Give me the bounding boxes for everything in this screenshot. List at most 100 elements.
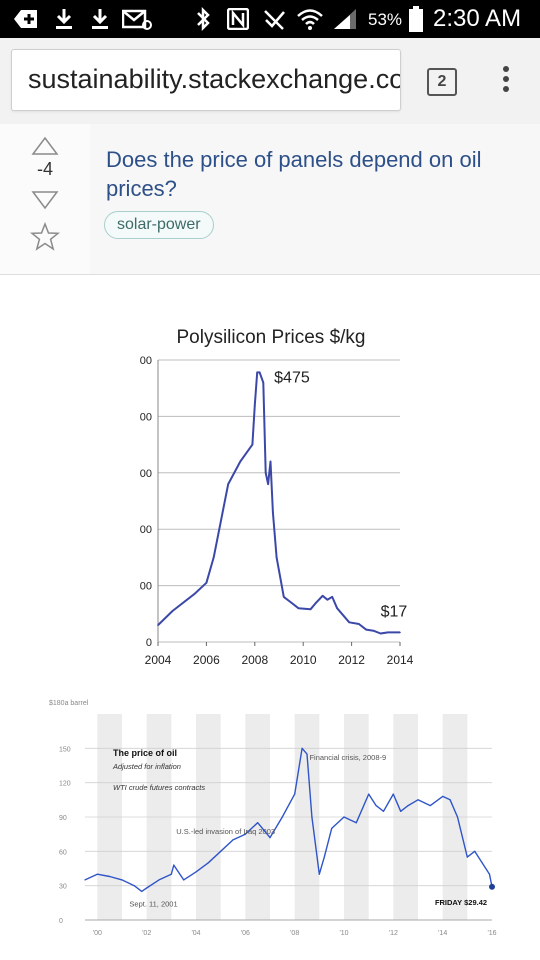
y-tick-label: 0 [146,637,152,649]
annotation-label: Sept. 11, 2001 [129,899,177,908]
status-bar: 53% 2:30 AM [0,0,540,38]
tab-switcher-button[interactable]: 2 [427,68,457,96]
data-point [232,839,234,841]
data-point [336,607,338,609]
data-point [331,827,333,830]
x-tick-label: 2006 [193,653,220,667]
x-tick-label: 2010 [290,653,317,667]
x-tick-label: '16 [487,930,496,937]
bluetooth-icon [193,7,213,31]
annotation-label: $475 [274,370,310,387]
data-point [481,862,483,864]
signal-icon [331,7,359,31]
x-tick-label: '06 [241,930,250,937]
polysilicon-price-chart: Polysilicon Prices $/kg 0 100 200 300 400 500 2… [140,327,414,667]
x-tick-label: '02 [142,930,151,937]
download-icon [52,7,76,31]
data-point [474,850,476,852]
data-point [294,793,296,795]
y-tick-label: 120 [59,781,71,788]
data-point [417,799,419,801]
oil-chart-subtitle: Adjusted for inflation [112,762,181,771]
nfc-icon [226,7,250,31]
data-point [343,816,345,818]
data-point [133,885,135,887]
data-point [456,816,459,818]
annotation-label: Financial crisis, 2008-9 [309,753,386,762]
data-point [387,631,389,634]
data-point [121,879,123,881]
data-point [275,556,278,559]
x-tick-label: '04 [191,930,200,937]
address-bar[interactable]: sustainability.stackexchange.com [11,49,401,111]
data-point [251,443,254,446]
data-point [109,875,111,878]
clock: 2:30 AM [433,5,522,32]
downvote-icon[interactable] [31,190,59,210]
data-point [321,594,324,597]
data-point [257,822,259,824]
data-point [267,483,269,485]
data-point [429,804,431,807]
tag-solar-power[interactable]: solar-power [104,211,214,239]
data-point [173,864,175,866]
data-point [96,873,98,875]
y-tick-label: 150 [59,746,71,753]
data-point [193,593,196,595]
data-point [207,862,209,864]
oil-price-line [84,747,493,893]
data-point [488,873,491,875]
y-tick-label: 30 [59,884,67,891]
x-tick-label: 2004 [145,653,172,667]
wifi-icon [295,7,325,31]
favorite-star-icon[interactable] [30,222,60,252]
data-point [326,598,329,601]
data-point [170,873,172,875]
data-point [212,556,215,559]
data-point [205,581,208,584]
data-point [262,381,265,384]
data-point [157,624,159,626]
x-tick-label: 2012 [338,653,365,667]
data-point [269,837,271,839]
data-point [281,816,283,818]
data-point [183,879,185,881]
url-text: sustainability.stackexchange.com [28,64,401,94]
data-point [407,804,409,807]
oil-chart-title: The price of oil [113,748,177,758]
data-point [301,747,303,749]
annotation-label: $17 [381,604,408,621]
x-tick-label: '08 [290,930,299,937]
data-point [220,850,222,852]
y-tick-label: 90 [59,815,67,822]
y-tick-label: 0 [59,918,63,925]
data-point [256,371,259,374]
x-tick-label: '00 [93,930,102,937]
data-point [323,856,325,858]
data-point [269,460,272,463]
upvote-icon[interactable] [31,136,59,156]
question-title[interactable]: Does the price of panels depend on oil p… [106,147,482,201]
data-point [264,472,267,474]
data-point [158,879,160,881]
add-box-icon [12,7,40,31]
battery-icon [407,6,425,32]
data-point [239,460,242,463]
overflow-menu-icon[interactable] [496,66,516,98]
data-point [318,873,320,875]
x-tick-label: 2008 [241,653,268,667]
data-point [227,483,229,485]
data-point [297,607,300,609]
battery-percent: 53% [368,10,403,29]
data-point [244,833,246,835]
data-point [442,795,444,797]
data-point [355,822,357,824]
annotation-box [377,601,412,622]
data-point [311,816,313,818]
data-point [141,890,143,892]
data-point [254,404,256,406]
data-point [84,879,86,881]
data-point [372,629,375,632]
x-tick-label: '12 [389,930,398,937]
annotation-label: U.S.-led invasion of Iraq 2003 [176,827,275,836]
